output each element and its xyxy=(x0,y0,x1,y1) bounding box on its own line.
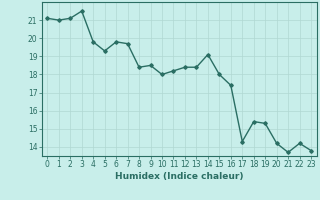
X-axis label: Humidex (Indice chaleur): Humidex (Indice chaleur) xyxy=(115,172,244,181)
